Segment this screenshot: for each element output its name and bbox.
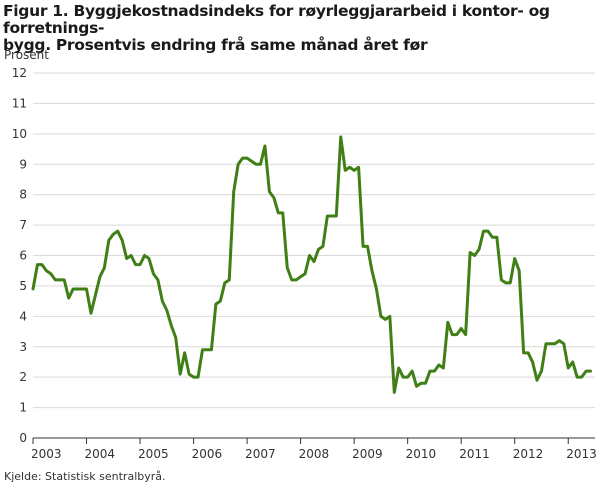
chart-title: Figur 1. Byggjekostnadsindeks for røyrle… xyxy=(3,3,607,54)
y-tick-label: 12 xyxy=(12,66,27,80)
x-tick-label: 2007 xyxy=(245,447,276,461)
y-tick-label: 2 xyxy=(19,370,27,384)
y-tick-label: 1 xyxy=(19,401,27,415)
y-tick-label: 0 xyxy=(19,431,27,445)
x-tick-label: 2011 xyxy=(459,447,490,461)
y-tick-label: 9 xyxy=(19,157,27,171)
x-tick-label: 2004 xyxy=(85,447,116,461)
y-tick-label: 10 xyxy=(12,127,27,141)
y-tick-label: 3 xyxy=(19,340,27,354)
x-tick-label: 2006 xyxy=(192,447,223,461)
x-tick-label: 2012 xyxy=(513,447,544,461)
y-tick-label: 4 xyxy=(19,309,27,323)
x-tick-label: 2008 xyxy=(299,447,330,461)
y-tick-label: 5 xyxy=(19,279,27,293)
chart-title-line-1: Figur 1. Byggjekostnadsindeks for røyrle… xyxy=(3,2,550,37)
y-tick-label: 6 xyxy=(19,249,27,263)
x-tick-label: 2005 xyxy=(138,447,169,461)
y-axis-label: Prosent xyxy=(4,48,49,62)
x-tick-label: 2010 xyxy=(406,447,437,461)
y-tick-label: 8 xyxy=(19,188,27,202)
x-tick-label: 2003 xyxy=(31,447,62,461)
series-line xyxy=(31,135,593,394)
x-tick-label: 2009 xyxy=(352,447,383,461)
x-tick-label: 2013 xyxy=(566,447,597,461)
y-tick-label: 7 xyxy=(19,218,27,232)
y-tick-label: 11 xyxy=(12,96,27,110)
source-note: Kjelde: Statistisk sentralbyrå. xyxy=(4,470,166,483)
chart-title-line-2: bygg. Prosentvis endring frå same månad … xyxy=(3,36,428,54)
